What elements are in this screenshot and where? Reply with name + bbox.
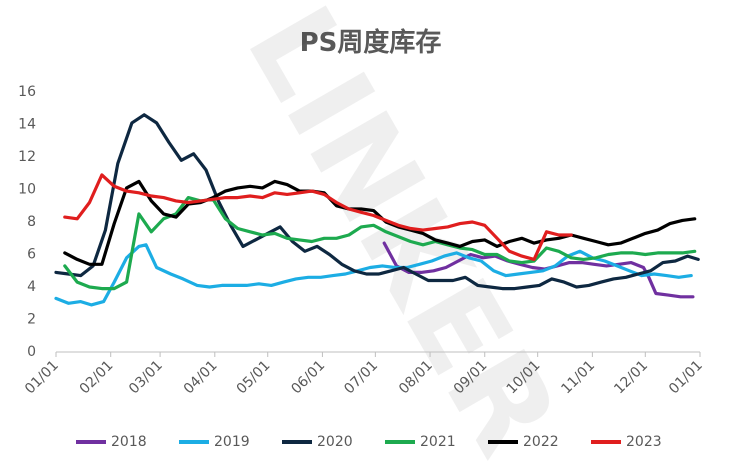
y-tick-label: 6 <box>27 247 36 263</box>
y-tick-label: 12 <box>18 149 36 165</box>
series-line-2019 <box>54 243 693 307</box>
legend-label-2021: 2021 <box>420 434 456 450</box>
x-tick-label: 06/01 <box>288 358 328 398</box>
x-tick-label: 05/01 <box>234 358 274 398</box>
y-tick-label: 4 <box>27 279 36 295</box>
y-tick-label: 0 <box>27 344 36 360</box>
legend: 2018 2019 2020 2021 2022 2023 <box>76 434 662 450</box>
series-line-2023 <box>63 173 573 261</box>
x-tick-label: 03/01 <box>126 358 166 398</box>
legend-label-2023: 2023 <box>626 434 662 450</box>
x-tick-label: 01/01 <box>22 358 62 398</box>
legend-label-2022: 2022 <box>523 434 559 450</box>
y-tick-label: 14 <box>18 117 36 133</box>
series-layer <box>54 113 700 307</box>
legend-label-2020: 2020 <box>317 434 353 450</box>
x-tick-label: 07/01 <box>341 358 381 398</box>
y-tick-label: 2 <box>27 312 36 328</box>
x-tick-label: 01/01 <box>666 358 706 398</box>
x-tick-label: 02/01 <box>77 358 117 398</box>
y-tick-label: 8 <box>27 214 36 230</box>
x-tick-label: 12/01 <box>611 358 651 398</box>
legend-label-2018: 2018 <box>111 434 147 450</box>
x-tick-label: 04/01 <box>181 358 221 398</box>
chart-title: PS周度库存 <box>299 28 442 58</box>
legend-label-2019: 2019 <box>214 434 250 450</box>
y-tick-label: 10 <box>18 182 36 198</box>
series-line-2020 <box>54 113 700 291</box>
y-tick-label: 16 <box>18 84 36 100</box>
